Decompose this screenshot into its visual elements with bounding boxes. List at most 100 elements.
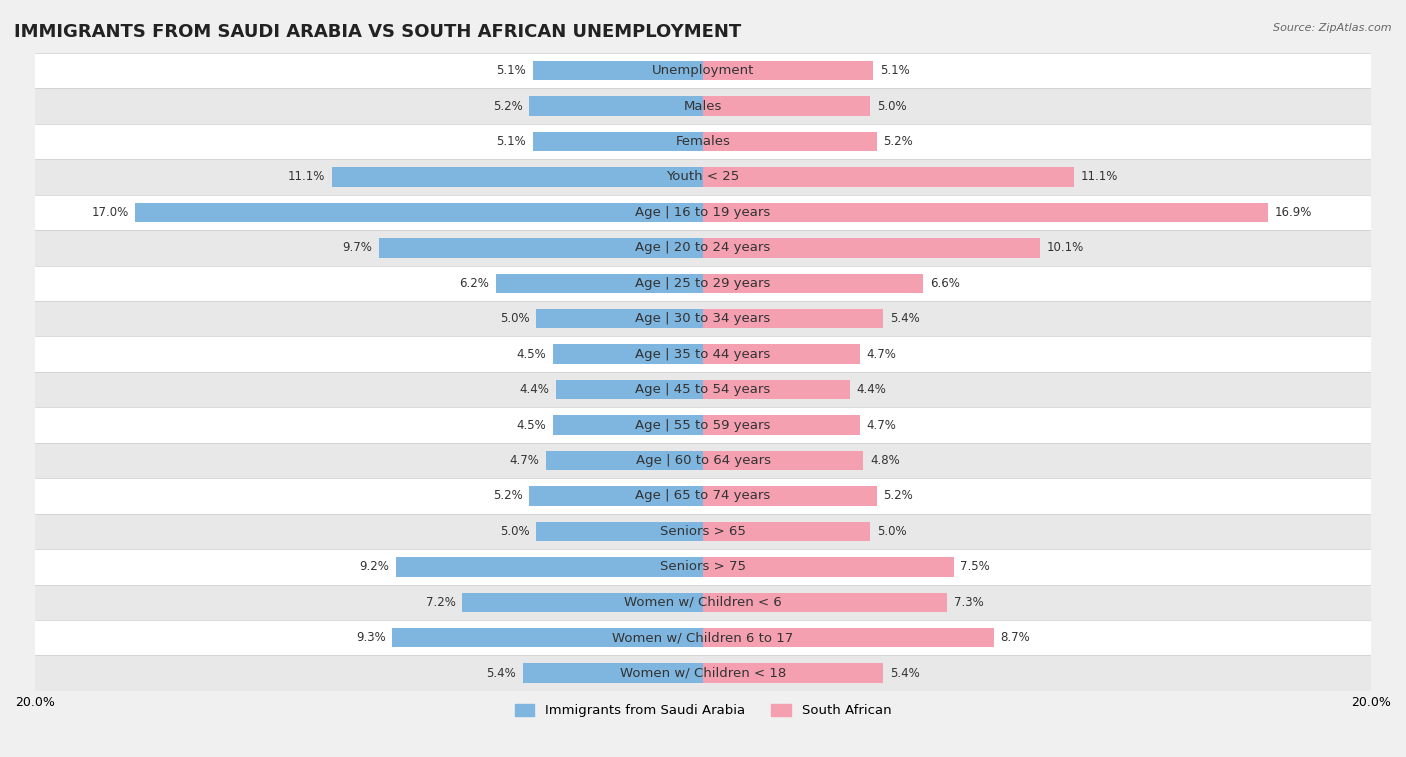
Text: 5.4%: 5.4%: [890, 312, 920, 326]
Bar: [380, 238, 703, 257]
Bar: [35, 195, 1371, 230]
Text: 5.1%: 5.1%: [880, 64, 910, 77]
Bar: [529, 96, 703, 116]
Text: 9.2%: 9.2%: [359, 560, 389, 573]
Text: Age | 25 to 29 years: Age | 25 to 29 years: [636, 277, 770, 290]
Bar: [35, 478, 1371, 514]
Text: Males: Males: [683, 99, 723, 113]
Text: Women w/ Children < 6: Women w/ Children < 6: [624, 596, 782, 609]
Bar: [703, 450, 863, 470]
Text: Age | 30 to 34 years: Age | 30 to 34 years: [636, 312, 770, 326]
Text: Age | 20 to 24 years: Age | 20 to 24 years: [636, 241, 770, 254]
Text: Females: Females: [675, 135, 731, 148]
Text: Seniors > 75: Seniors > 75: [659, 560, 747, 573]
Bar: [35, 443, 1371, 478]
Text: 5.4%: 5.4%: [890, 667, 920, 680]
Text: IMMIGRANTS FROM SAUDI ARABIA VS SOUTH AFRICAN UNEMPLOYMENT: IMMIGRANTS FROM SAUDI ARABIA VS SOUTH AF…: [14, 23, 741, 41]
Bar: [703, 167, 1074, 187]
Bar: [546, 450, 703, 470]
Bar: [35, 620, 1371, 656]
Text: 8.7%: 8.7%: [1000, 631, 1031, 644]
Text: 6.2%: 6.2%: [460, 277, 489, 290]
Text: 5.4%: 5.4%: [486, 667, 516, 680]
Text: 4.7%: 4.7%: [509, 454, 540, 467]
Text: 4.7%: 4.7%: [866, 347, 897, 360]
Text: 16.9%: 16.9%: [1274, 206, 1312, 219]
Bar: [703, 273, 924, 293]
Text: 4.7%: 4.7%: [866, 419, 897, 431]
Text: 9.3%: 9.3%: [356, 631, 385, 644]
Bar: [703, 522, 870, 541]
Bar: [529, 486, 703, 506]
Text: Age | 35 to 44 years: Age | 35 to 44 years: [636, 347, 770, 360]
Text: 11.1%: 11.1%: [288, 170, 326, 183]
Bar: [35, 656, 1371, 691]
Bar: [536, 309, 703, 329]
Bar: [703, 344, 860, 364]
Text: 5.0%: 5.0%: [499, 312, 529, 326]
Bar: [703, 416, 860, 435]
Text: Age | 55 to 59 years: Age | 55 to 59 years: [636, 419, 770, 431]
Text: Age | 45 to 54 years: Age | 45 to 54 years: [636, 383, 770, 396]
Text: Youth < 25: Youth < 25: [666, 170, 740, 183]
Text: Unemployment: Unemployment: [652, 64, 754, 77]
Text: 7.3%: 7.3%: [953, 596, 983, 609]
Bar: [35, 266, 1371, 301]
Text: 5.0%: 5.0%: [877, 525, 907, 538]
Bar: [553, 416, 703, 435]
Bar: [703, 628, 994, 647]
Bar: [392, 628, 703, 647]
Text: 7.5%: 7.5%: [960, 560, 990, 573]
Text: 5.1%: 5.1%: [496, 64, 526, 77]
Bar: [35, 584, 1371, 620]
Text: 6.6%: 6.6%: [931, 277, 960, 290]
Text: Women w/ Children 6 to 17: Women w/ Children 6 to 17: [613, 631, 793, 644]
Bar: [533, 132, 703, 151]
Bar: [703, 238, 1040, 257]
Text: 7.2%: 7.2%: [426, 596, 456, 609]
Bar: [463, 593, 703, 612]
Legend: Immigrants from Saudi Arabia, South African: Immigrants from Saudi Arabia, South Afri…: [509, 699, 897, 723]
Text: 5.0%: 5.0%: [499, 525, 529, 538]
Bar: [703, 203, 1268, 222]
Text: 4.4%: 4.4%: [856, 383, 887, 396]
Text: 5.2%: 5.2%: [883, 490, 912, 503]
Bar: [703, 61, 873, 80]
Text: Source: ZipAtlas.com: Source: ZipAtlas.com: [1274, 23, 1392, 33]
Bar: [703, 132, 877, 151]
Text: 5.1%: 5.1%: [496, 135, 526, 148]
Text: 4.8%: 4.8%: [870, 454, 900, 467]
Text: 5.2%: 5.2%: [883, 135, 912, 148]
Text: 5.0%: 5.0%: [877, 99, 907, 113]
Text: 9.7%: 9.7%: [343, 241, 373, 254]
Bar: [35, 230, 1371, 266]
Bar: [135, 203, 703, 222]
Bar: [35, 89, 1371, 123]
Bar: [35, 301, 1371, 336]
Bar: [536, 522, 703, 541]
Bar: [703, 96, 870, 116]
Bar: [35, 407, 1371, 443]
Bar: [35, 372, 1371, 407]
Text: 10.1%: 10.1%: [1047, 241, 1084, 254]
Text: 17.0%: 17.0%: [91, 206, 128, 219]
Bar: [523, 663, 703, 683]
Bar: [395, 557, 703, 577]
Text: Age | 60 to 64 years: Age | 60 to 64 years: [636, 454, 770, 467]
Bar: [553, 344, 703, 364]
Text: 5.2%: 5.2%: [494, 99, 523, 113]
Bar: [332, 167, 703, 187]
Bar: [703, 663, 883, 683]
Bar: [35, 514, 1371, 549]
Bar: [35, 549, 1371, 584]
Bar: [35, 336, 1371, 372]
Bar: [555, 380, 703, 400]
Text: Age | 16 to 19 years: Age | 16 to 19 years: [636, 206, 770, 219]
Text: Age | 65 to 74 years: Age | 65 to 74 years: [636, 490, 770, 503]
Text: Seniors > 65: Seniors > 65: [659, 525, 747, 538]
Bar: [35, 159, 1371, 195]
Bar: [703, 309, 883, 329]
Bar: [703, 557, 953, 577]
Text: 4.5%: 4.5%: [516, 419, 546, 431]
Text: 5.2%: 5.2%: [494, 490, 523, 503]
